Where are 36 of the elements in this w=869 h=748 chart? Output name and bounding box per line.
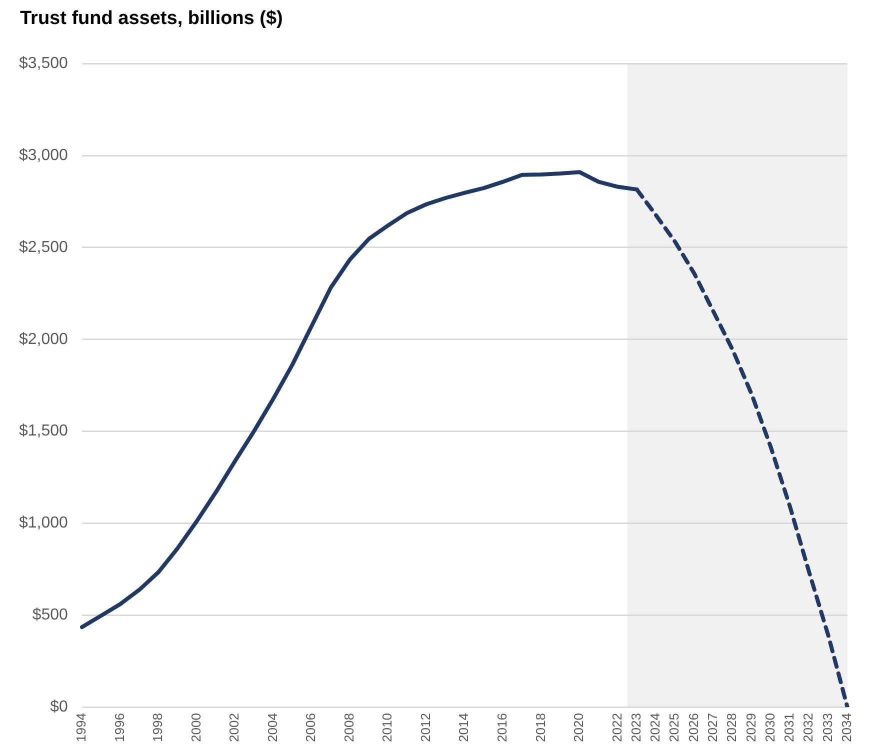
x-tick-label: 2031: [782, 713, 797, 742]
x-tick-label: 2016: [494, 713, 510, 742]
x-tick-label: 2006: [303, 713, 318, 742]
x-tick-label: 2032: [800, 713, 816, 742]
x-tick-label: 2027: [705, 713, 720, 742]
x-tick-label: 2023: [628, 713, 644, 742]
y-tick-label: $1,000: [19, 514, 68, 532]
x-tick-label: 2030: [762, 713, 778, 742]
x-tick-label: 1996: [112, 713, 127, 742]
x-tick-label: 2024: [648, 713, 663, 742]
y-tick-label: $1,500: [19, 422, 68, 440]
x-tick-label: 2034: [838, 713, 854, 742]
x-tick-label: 2010: [380, 713, 395, 742]
x-tick-label: 2020: [571, 713, 586, 742]
x-tick-label: 1998: [150, 713, 166, 742]
y-tick-label: $3,500: [19, 55, 68, 72]
x-tick-label: 2025: [666, 713, 682, 742]
y-tick-label: $3,000: [19, 146, 68, 164]
x-tick-label: 2008: [341, 713, 356, 742]
y-tick-label: $500: [32, 606, 68, 624]
x-tick-label: 2029: [743, 713, 758, 742]
x-tick-label: 2026: [686, 713, 701, 742]
x-tick-label: 1994: [74, 713, 89, 742]
x-tick-label: 2012: [418, 713, 433, 742]
x-tick-label: 2022: [609, 713, 624, 742]
x-tick-label: 2002: [226, 713, 242, 742]
x-tick-label: 2004: [264, 713, 280, 742]
x-tick-label: 2000: [188, 713, 204, 742]
y-tick-label: $0: [50, 698, 68, 716]
x-tick-label: 2014: [456, 713, 472, 742]
y-tick-label: $2,000: [19, 330, 68, 348]
x-tick-label: 2033: [820, 713, 835, 742]
x-tick-label: 2018: [532, 713, 548, 742]
x-tick-label: 2028: [724, 713, 740, 742]
chart-title: Trust fund assets, billions ($): [20, 8, 283, 30]
y-tick-label: $2,500: [19, 238, 68, 256]
